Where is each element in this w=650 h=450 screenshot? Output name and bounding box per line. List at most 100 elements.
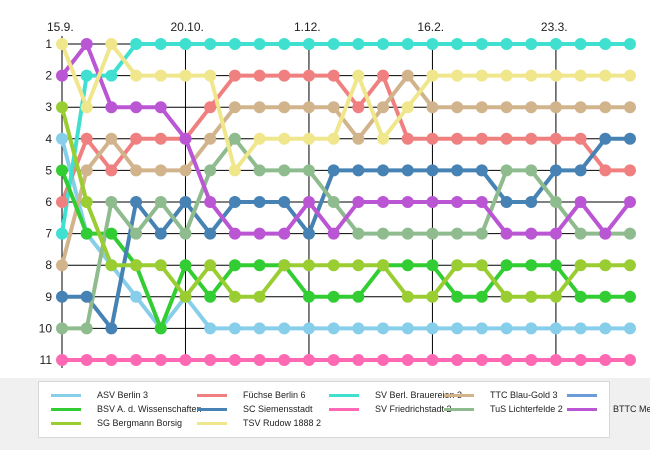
data-point [228,101,241,114]
data-point [154,101,167,114]
data-point [302,101,315,114]
data-point [204,164,217,177]
legend-swatch [51,394,81,397]
data-point [204,290,217,303]
data-point [130,290,143,303]
data-point [327,259,340,272]
data-point [352,38,365,50]
data-point [574,164,587,177]
data-point [154,354,167,366]
data-point [278,227,291,240]
data-point [377,164,390,177]
data-point [377,354,390,366]
data-point [228,164,241,177]
data-point [278,101,291,114]
data-point [624,259,636,272]
data-point [302,38,315,50]
data-point [377,132,390,145]
legend-label: SV Friedrichstadt 2 [375,404,452,414]
data-point [377,38,390,50]
data-point [451,101,464,114]
data-point [80,290,93,303]
data-point [426,101,439,114]
data-point [56,164,68,177]
data-point [154,132,167,145]
data-point [525,196,538,208]
data-point [302,196,315,208]
data-point [525,290,538,303]
data-point [377,69,390,82]
data-point [475,196,488,208]
data-point [105,354,118,366]
data-point [475,101,488,114]
data-point [500,101,513,114]
data-point [451,322,464,335]
data-point [204,227,217,240]
data-point [278,132,291,145]
data-point [500,354,513,366]
y-tick-label: 7 [45,227,52,241]
data-point [574,38,587,50]
data-point [327,354,340,366]
x-tick-label: 15.9. [47,20,74,34]
x-tick-label: 20.10. [170,20,203,34]
data-point [599,101,612,114]
data-point [475,322,488,335]
legend-swatch [444,408,474,411]
data-point [451,38,464,50]
data-point [56,354,68,366]
data-point [302,132,315,145]
data-point [525,69,538,82]
x-tick-label: 23.3. [541,20,568,34]
data-point [154,259,167,272]
data-point [549,101,562,114]
data-point [56,132,68,145]
legend-swatch [444,394,474,397]
legend-swatch [197,394,227,397]
data-point [179,69,192,82]
data-point [130,196,143,208]
y-tick-labels: 1 2 3 4 5 6 7 8 9 10 11 [39,37,53,367]
data-point [179,196,192,208]
data-point [228,290,241,303]
y-tick-label: 3 [45,100,52,114]
data-point [624,196,636,208]
data-point [377,227,390,240]
data-point [204,196,217,208]
legend-swatch [51,422,81,425]
data-point [426,164,439,177]
data-point [426,227,439,240]
data-point [352,354,365,366]
data-point [624,38,636,50]
data-point [401,290,414,303]
data-point [204,259,217,272]
data-point [228,259,241,272]
data-point [451,354,464,366]
data-point [624,322,636,335]
data-point [377,322,390,335]
data-point [599,38,612,50]
data-point [426,290,439,303]
data-point [302,164,315,177]
data-point [500,164,513,177]
data-point [56,227,68,240]
data-point [401,227,414,240]
data-point [253,69,266,82]
y-tick-label: 10 [39,321,53,335]
data-point [327,290,340,303]
data-point [475,354,488,366]
data-point [549,322,562,335]
data-point [352,101,365,114]
legend-swatch [329,394,359,397]
data-point [624,354,636,366]
data-point [500,132,513,145]
data-point [624,101,636,114]
data-point [377,196,390,208]
data-point [80,132,93,145]
data-point [475,290,488,303]
data-point [525,132,538,145]
x-tick-label: 16.2. [417,20,444,34]
data-point [253,354,266,366]
data-point [80,69,93,82]
data-point [278,196,291,208]
